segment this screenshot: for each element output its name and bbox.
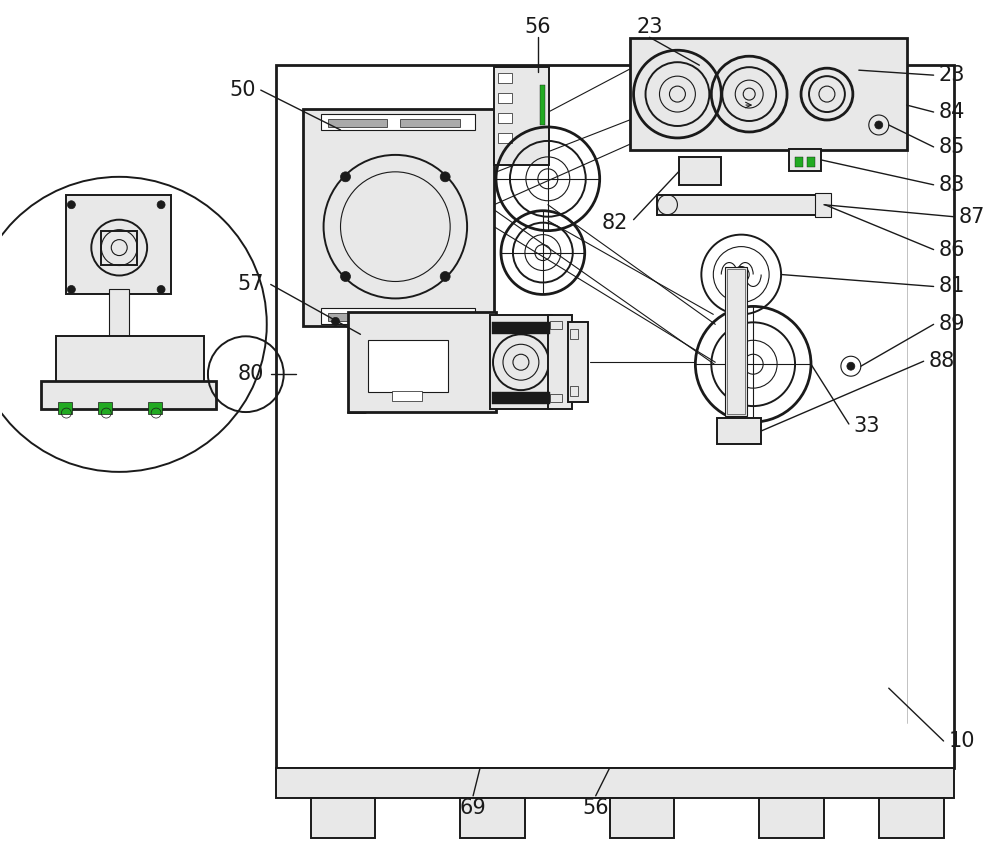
Circle shape (67, 200, 75, 209)
Bar (321, 114, 475, 130)
Text: 56: 56 (525, 17, 551, 37)
Bar (568, 322, 588, 402)
Bar (276, 768, 954, 797)
Bar (328, 119, 387, 127)
Bar (490, 315, 552, 409)
Circle shape (341, 271, 350, 282)
Bar (717, 418, 761, 444)
Bar (328, 314, 387, 321)
Text: 84: 84 (939, 102, 965, 122)
Bar (795, 157, 803, 167)
Bar (148, 402, 162, 414)
Bar (98, 402, 112, 414)
Bar (727, 269, 745, 414)
Bar (550, 394, 562, 402)
Bar (41, 381, 216, 409)
Text: 85: 85 (939, 137, 965, 157)
Bar (548, 315, 572, 409)
Text: 23: 23 (939, 65, 965, 86)
Bar (58, 402, 72, 414)
Bar (101, 231, 137, 264)
Text: 87: 87 (959, 206, 985, 226)
Bar (657, 194, 825, 214)
Bar (492, 322, 550, 334)
Bar (400, 119, 460, 127)
Circle shape (157, 285, 165, 294)
Text: 23: 23 (636, 17, 663, 37)
Bar (815, 193, 831, 217)
Bar (392, 391, 422, 401)
Text: 33: 33 (854, 416, 880, 436)
Text: 86: 86 (939, 239, 965, 259)
Bar (807, 157, 815, 167)
Bar (460, 797, 525, 838)
Circle shape (440, 271, 450, 282)
Bar (550, 321, 562, 329)
Text: 50: 50 (230, 80, 256, 100)
Bar (630, 38, 907, 150)
Bar (492, 392, 550, 404)
Bar (400, 314, 455, 321)
Text: 56: 56 (582, 797, 609, 818)
Bar (759, 797, 824, 838)
Bar (725, 266, 747, 416)
Circle shape (332, 317, 340, 326)
Bar (494, 67, 549, 165)
Bar (321, 308, 475, 324)
Text: 82: 82 (601, 213, 628, 232)
Bar (56, 336, 204, 384)
Bar (879, 797, 944, 838)
Bar (679, 157, 721, 185)
Text: 80: 80 (237, 365, 264, 384)
Bar (109, 289, 129, 340)
Circle shape (67, 285, 75, 294)
Bar (540, 86, 545, 125)
Text: 88: 88 (929, 352, 955, 372)
Text: 83: 83 (939, 175, 965, 194)
Bar (570, 386, 578, 396)
Circle shape (847, 362, 855, 370)
Bar (498, 93, 512, 103)
Text: 10: 10 (949, 731, 975, 751)
Bar (789, 149, 821, 171)
Bar (276, 65, 954, 768)
Text: 81: 81 (939, 276, 965, 296)
Circle shape (341, 172, 350, 181)
Bar (498, 133, 512, 143)
Bar (498, 113, 512, 123)
Bar (303, 109, 494, 327)
Circle shape (440, 172, 450, 181)
Bar (368, 340, 448, 392)
Bar (570, 329, 578, 340)
Bar (66, 194, 171, 295)
Text: 57: 57 (237, 275, 264, 295)
Bar (348, 313, 496, 412)
Bar (498, 73, 512, 83)
Bar (311, 797, 375, 838)
Circle shape (157, 200, 165, 209)
Text: 69: 69 (460, 797, 486, 818)
Text: 89: 89 (939, 314, 965, 334)
Bar (610, 797, 674, 838)
Circle shape (875, 121, 883, 129)
